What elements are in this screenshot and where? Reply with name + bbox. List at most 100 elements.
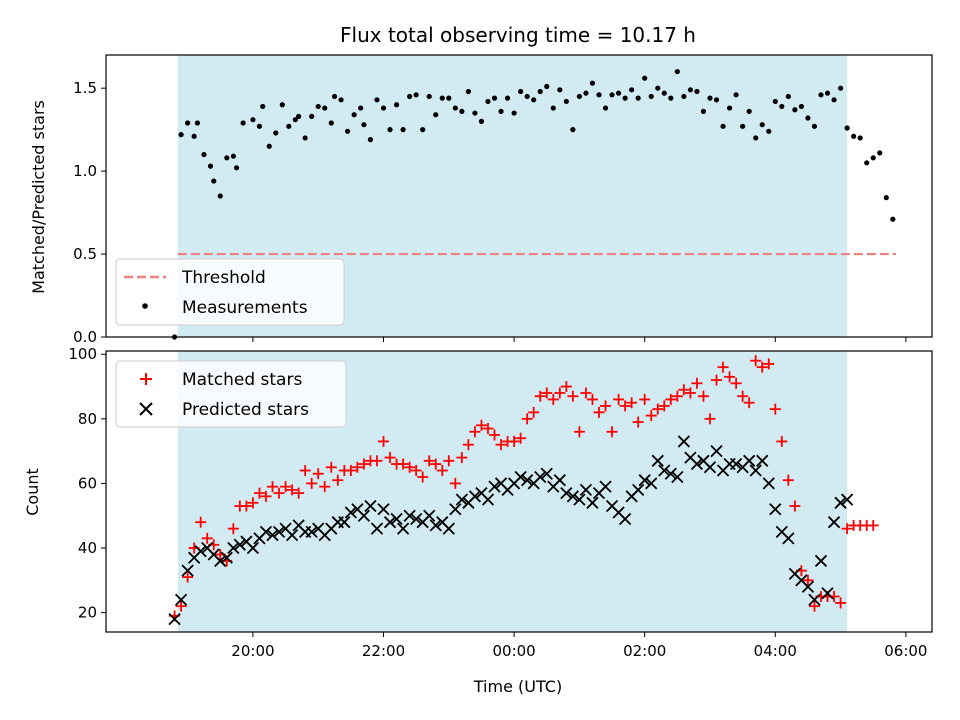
- matched-star-point: [521, 413, 533, 425]
- measurement-point: [351, 112, 357, 118]
- measurement-point: [201, 151, 207, 158]
- matched-star-point: [417, 471, 429, 483]
- measurement-point: [772, 98, 778, 105]
- top-y-ticks: 0.0 0.5 1.0 1.5: [73, 79, 106, 346]
- predicted-star-point: [468, 490, 482, 503]
- matched-star-point: [619, 400, 631, 412]
- matched-star-point: [489, 429, 501, 441]
- measurement-point: [837, 85, 844, 91]
- measurement-point: [596, 92, 602, 98]
- matched-star-point: [567, 390, 579, 402]
- matched-star-point: [652, 403, 664, 415]
- matched-star-point: [253, 487, 265, 499]
- predicted-star-point: [449, 503, 462, 516]
- matched-star-point: [397, 458, 409, 470]
- matched-star-point: [560, 381, 572, 393]
- measurement-point: [178, 132, 184, 138]
- predicted-star-point: [181, 564, 194, 577]
- predicted-star-point: [638, 474, 651, 487]
- measurement-point: [733, 92, 739, 98]
- matched-star-point: [756, 361, 768, 373]
- measurement-point: [576, 93, 582, 100]
- measurement-point: [524, 93, 530, 100]
- bottom-x-ticks: 20:00 22:00 00:00 02:00 04:00 06:00: [231, 632, 927, 660]
- predicted-star-point: [632, 483, 645, 497]
- measurement-point: [504, 95, 511, 101]
- x-tick-label: 20:00: [231, 642, 274, 660]
- measurement-point: [798, 103, 805, 110]
- measurement-point: [831, 97, 837, 103]
- predicted-star-point: [390, 512, 403, 526]
- measurement-point: [707, 95, 713, 101]
- predicted-star-point: [579, 483, 593, 497]
- predicted-star-point: [645, 477, 658, 490]
- matched-star-point: [436, 465, 448, 477]
- measurement-point: [279, 102, 285, 108]
- matched-star-point: [626, 397, 638, 409]
- predicted-star-point: [534, 470, 547, 484]
- matched-star-point: [691, 377, 703, 389]
- matched-star-point: [240, 500, 252, 512]
- measurement-point: [635, 95, 641, 101]
- measurement-point: [452, 105, 458, 111]
- predicted-star-point: [586, 496, 599, 509]
- measurement-point: [857, 135, 863, 141]
- matched-star-point: [267, 481, 279, 493]
- predicted-star-point: [801, 580, 815, 593]
- measurement-point: [531, 97, 537, 103]
- measurement-point: [331, 93, 338, 100]
- matched-star-point: [717, 361, 729, 373]
- matched-star-point: [462, 439, 474, 451]
- x-axis-label: Time (UTC): [473, 677, 562, 696]
- top-legend: Threshold Measurements: [115, 258, 345, 326]
- measurement-point: [302, 135, 308, 141]
- measurement-point: [674, 68, 680, 75]
- measurement-point: [233, 165, 240, 171]
- predicted-star-point: [782, 532, 795, 545]
- measurement-point: [642, 75, 648, 81]
- measurement-point: [511, 110, 517, 116]
- predicted-star-point: [429, 519, 442, 532]
- measurement-point: [818, 92, 824, 98]
- matched-star-point: [665, 393, 677, 405]
- matched-star-point: [410, 465, 422, 477]
- measurement-point: [713, 97, 720, 103]
- matched-star-point: [600, 400, 612, 412]
- measurement-point: [726, 105, 733, 111]
- matched-star-point: [763, 358, 775, 370]
- matched-star-point: [469, 426, 481, 438]
- matched-star-point: [769, 403, 781, 415]
- predicted-star-point: [220, 551, 233, 564]
- matched-star-point: [841, 523, 853, 535]
- measurement-point: [322, 105, 328, 111]
- x-tick-label: 22:00: [362, 642, 405, 660]
- measurement-point: [518, 88, 524, 95]
- measurement-point: [465, 88, 471, 95]
- matched-star-point: [645, 410, 657, 422]
- x-tick-label: 06:00: [884, 642, 927, 660]
- matched-star-point: [475, 419, 487, 431]
- measurement-point: [615, 90, 622, 96]
- predicted-star-point: [383, 516, 397, 529]
- measurement-point: [413, 92, 419, 98]
- top-x-ticks: [252, 337, 907, 342]
- predicted-star-point: [553, 474, 566, 487]
- measurement-point: [877, 150, 883, 156]
- predicted-star-point: [729, 457, 743, 471]
- predicted-star-point: [677, 435, 691, 448]
- matched-star-point: [378, 435, 390, 447]
- matched-star-point: [423, 455, 435, 467]
- matched-star-point: [306, 477, 318, 489]
- predicted-star-point: [481, 493, 495, 506]
- predicted-star-point: [396, 522, 410, 535]
- legend-matched-label: Matched stars: [182, 370, 302, 390]
- bottom-y-ticks: 20 40 60 80 100: [68, 345, 106, 622]
- matched-star-point: [808, 600, 820, 612]
- measurement-point: [720, 123, 726, 129]
- measurement-point: [211, 178, 217, 184]
- measurement-point: [583, 90, 589, 96]
- measurement-point: [194, 120, 201, 126]
- y-tick-label: 0.0: [73, 328, 97, 346]
- matched-star-point: [835, 597, 847, 609]
- measurement-point: [273, 130, 279, 136]
